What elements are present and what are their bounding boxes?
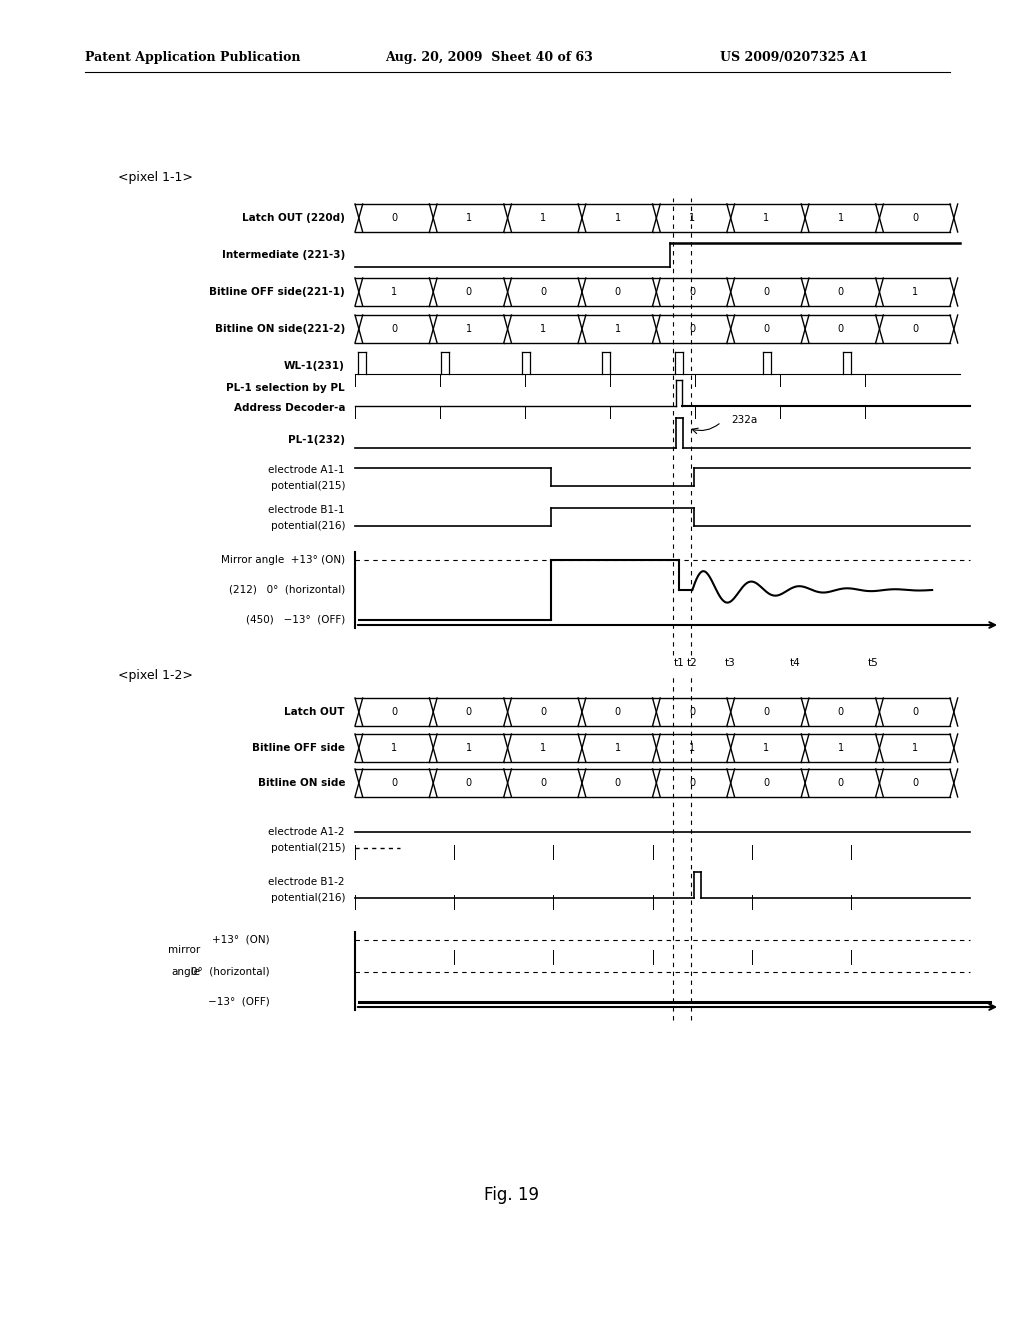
Text: 0°  (horizontal): 0° (horizontal) bbox=[191, 968, 270, 977]
Text: Patent Application Publication: Patent Application Publication bbox=[85, 51, 300, 65]
Text: potential(216): potential(216) bbox=[270, 894, 345, 903]
Text: <pixel 1-2>: <pixel 1-2> bbox=[118, 668, 193, 681]
Text: −13°  (OFF): −13° (OFF) bbox=[208, 997, 270, 1007]
Text: 1: 1 bbox=[763, 743, 769, 752]
Text: Intermediate (221-3): Intermediate (221-3) bbox=[222, 249, 345, 260]
Text: 0: 0 bbox=[466, 708, 472, 717]
Text: 1: 1 bbox=[912, 286, 919, 297]
Text: t1: t1 bbox=[674, 657, 685, 668]
Text: 0: 0 bbox=[614, 286, 621, 297]
Text: 0: 0 bbox=[912, 213, 919, 223]
Text: mirror: mirror bbox=[168, 945, 200, 954]
Text: 0: 0 bbox=[689, 777, 695, 788]
Text: t2: t2 bbox=[687, 657, 697, 668]
Text: 0: 0 bbox=[391, 777, 397, 788]
Text: Bitline ON side: Bitline ON side bbox=[257, 777, 345, 788]
Text: PL-1 selection by PL: PL-1 selection by PL bbox=[226, 383, 345, 393]
Text: 1: 1 bbox=[912, 743, 919, 752]
Text: 0: 0 bbox=[391, 213, 397, 223]
Text: 0: 0 bbox=[763, 708, 769, 717]
Text: 1: 1 bbox=[466, 743, 472, 752]
Text: 0: 0 bbox=[838, 286, 844, 297]
Text: potential(216): potential(216) bbox=[270, 521, 345, 531]
Text: 1: 1 bbox=[614, 213, 621, 223]
Text: PL-1(232): PL-1(232) bbox=[288, 436, 345, 445]
Text: 1: 1 bbox=[466, 213, 472, 223]
Text: 1: 1 bbox=[689, 743, 695, 752]
Text: US 2009/0207325 A1: US 2009/0207325 A1 bbox=[720, 51, 868, 65]
Text: 0: 0 bbox=[912, 777, 919, 788]
Text: 0: 0 bbox=[689, 286, 695, 297]
Text: 1: 1 bbox=[838, 213, 844, 223]
Text: electrode B1-2: electrode B1-2 bbox=[268, 876, 345, 887]
Text: 0: 0 bbox=[912, 708, 919, 717]
Text: 0: 0 bbox=[838, 777, 844, 788]
Text: 0: 0 bbox=[763, 323, 769, 334]
Text: 0: 0 bbox=[838, 323, 844, 334]
Text: Bitline OFF side: Bitline OFF side bbox=[252, 743, 345, 752]
Text: 1: 1 bbox=[541, 213, 547, 223]
Text: Mirror angle  +13° (ON): Mirror angle +13° (ON) bbox=[221, 554, 345, 565]
Text: <pixel 1-1>: <pixel 1-1> bbox=[118, 172, 193, 185]
Text: potential(215): potential(215) bbox=[270, 843, 345, 853]
Text: 0: 0 bbox=[391, 323, 397, 334]
Text: t5: t5 bbox=[867, 657, 878, 668]
Text: Address Decoder-a: Address Decoder-a bbox=[233, 403, 345, 413]
Text: (450)   −13°  (OFF): (450) −13° (OFF) bbox=[246, 615, 345, 624]
Text: Latch OUT: Latch OUT bbox=[285, 708, 345, 717]
Text: (212)   0°  (horizontal): (212) 0° (horizontal) bbox=[228, 585, 345, 595]
Text: 1: 1 bbox=[689, 213, 695, 223]
Text: Latch OUT (220d): Latch OUT (220d) bbox=[242, 213, 345, 223]
Text: +13°  (ON): +13° (ON) bbox=[212, 935, 270, 945]
Text: 1: 1 bbox=[614, 743, 621, 752]
Text: 232a: 232a bbox=[731, 414, 758, 425]
Text: 0: 0 bbox=[763, 286, 769, 297]
Text: 0: 0 bbox=[689, 323, 695, 334]
Text: Fig. 19: Fig. 19 bbox=[484, 1185, 540, 1204]
Text: 0: 0 bbox=[689, 708, 695, 717]
Text: 0: 0 bbox=[614, 777, 621, 788]
Text: 1: 1 bbox=[763, 213, 769, 223]
Text: t4: t4 bbox=[790, 657, 801, 668]
Text: potential(215): potential(215) bbox=[270, 480, 345, 491]
Text: 0: 0 bbox=[614, 708, 621, 717]
Text: electrode B1-1: electrode B1-1 bbox=[268, 506, 345, 515]
Text: electrode A1-2: electrode A1-2 bbox=[268, 828, 345, 837]
Text: 1: 1 bbox=[466, 323, 472, 334]
Text: 0: 0 bbox=[541, 286, 547, 297]
Text: 0: 0 bbox=[466, 286, 472, 297]
Text: WL-1(231): WL-1(231) bbox=[284, 360, 345, 371]
Text: 1: 1 bbox=[391, 286, 397, 297]
Text: angle: angle bbox=[171, 968, 200, 977]
Text: 1: 1 bbox=[614, 323, 621, 334]
Text: 0: 0 bbox=[763, 777, 769, 788]
Text: Bitline ON side(221-2): Bitline ON side(221-2) bbox=[215, 323, 345, 334]
Text: 0: 0 bbox=[391, 708, 397, 717]
Text: 1: 1 bbox=[541, 323, 547, 334]
Text: 0: 0 bbox=[541, 708, 547, 717]
Text: Aug. 20, 2009  Sheet 40 of 63: Aug. 20, 2009 Sheet 40 of 63 bbox=[385, 51, 593, 65]
Text: 1: 1 bbox=[391, 743, 397, 752]
Text: 0: 0 bbox=[838, 708, 844, 717]
Text: 0: 0 bbox=[912, 323, 919, 334]
Text: 1: 1 bbox=[541, 743, 547, 752]
Text: electrode A1-1: electrode A1-1 bbox=[268, 465, 345, 475]
Text: 0: 0 bbox=[466, 777, 472, 788]
Text: 0: 0 bbox=[541, 777, 547, 788]
Text: t3: t3 bbox=[724, 657, 735, 668]
Text: 1: 1 bbox=[838, 743, 844, 752]
Text: Bitline OFF side(221-1): Bitline OFF side(221-1) bbox=[209, 286, 345, 297]
